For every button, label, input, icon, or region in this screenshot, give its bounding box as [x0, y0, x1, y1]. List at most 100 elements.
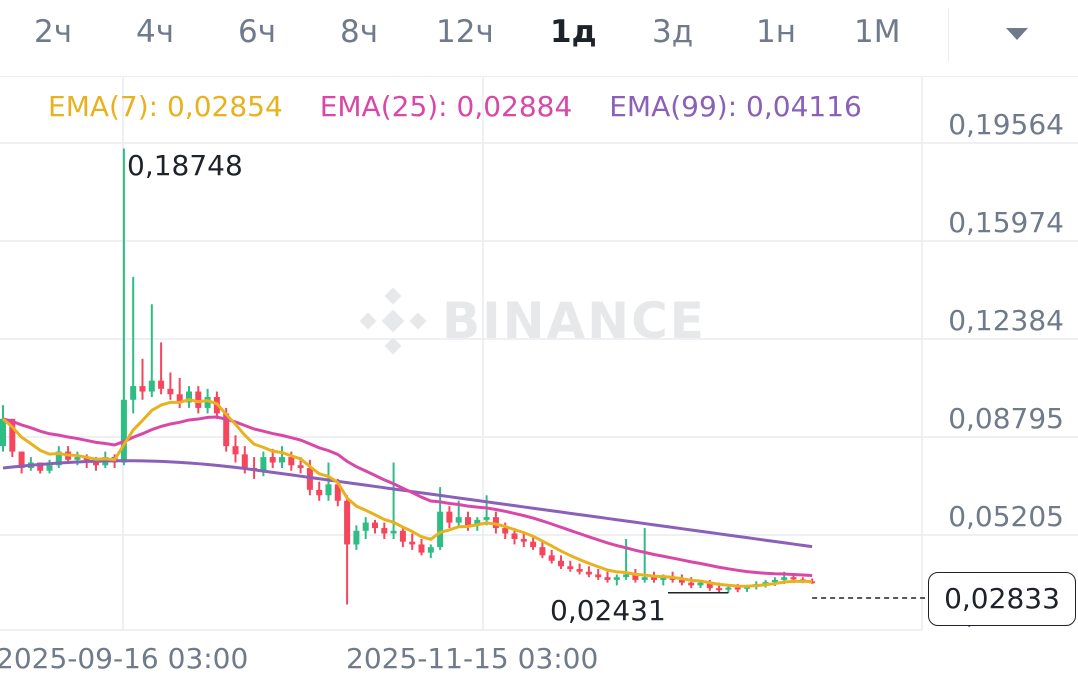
- candle-body: [595, 574, 602, 578]
- candle-body: [372, 522, 378, 529]
- candle-body: [46, 465, 53, 471]
- candle-body: [455, 517, 462, 523]
- candle-body: [744, 586, 750, 589]
- tab-4h[interactable]: 4ч: [136, 14, 175, 50]
- candle-body: [576, 569, 583, 572]
- candle-body: [465, 517, 471, 526]
- candle-body: [279, 457, 285, 463]
- ema25-line: [2, 415, 813, 578]
- last-price-badge[interactable]: 0,02833: [928, 572, 1076, 626]
- candle-body: [223, 413, 230, 447]
- candle-body: [660, 577, 667, 580]
- candle-body: [148, 380, 155, 392]
- candle-body: [706, 582, 713, 589]
- candle-body: [353, 530, 360, 545]
- candle-body: [427, 547, 434, 553]
- candle-body: [790, 577, 797, 580]
- candle-body: [269, 457, 276, 463]
- candle-body: [288, 457, 295, 466]
- y-tick-label: 0,08795: [948, 402, 1064, 435]
- candle-body: [325, 484, 332, 496]
- tab-12h[interactable]: 12ч: [436, 14, 494, 50]
- candle-body: [483, 517, 490, 520]
- candle-body: [334, 484, 341, 501]
- candle-body: [93, 462, 99, 466]
- candle-body: [548, 555, 555, 561]
- candle-body: [18, 451, 25, 468]
- candle-body: [632, 574, 639, 580]
- tab-2h[interactable]: 2ч: [34, 14, 73, 50]
- tab-6h[interactable]: 6ч: [238, 14, 277, 50]
- y-tick-label: 0,12384: [948, 304, 1064, 337]
- candle-body: [771, 579, 778, 583]
- candle-body: [390, 530, 397, 534]
- chart-grid: [0, 76, 1078, 631]
- candle-body: [511, 533, 518, 539]
- candle-body: [678, 579, 685, 583]
- tab-3d[interactable]: 3д: [652, 14, 694, 50]
- candle-body: [418, 544, 425, 553]
- candle-body: [651, 577, 657, 580]
- candle-body: [688, 582, 695, 586]
- candle-body: [613, 577, 620, 580]
- candle-body: [567, 566, 574, 570]
- candle-body: [641, 577, 648, 580]
- candle-body: [492, 517, 499, 529]
- y-tick-label: 0,19564: [948, 108, 1064, 141]
- candle-body: [74, 457, 81, 460]
- chevron-down-icon[interactable]: [1006, 28, 1028, 40]
- timeframe-toolbar: 2ч 4ч 6ч 8ч 12ч 1д 3д 1н 1М: [0, 0, 1078, 77]
- candle-body: [0, 418, 6, 447]
- candle-body: [734, 587, 741, 590]
- candle-body: [130, 386, 137, 400]
- ema7-line: [2, 398, 813, 588]
- x-tick-label: 2025-09-16 03:00: [0, 642, 249, 675]
- candle-body: [697, 582, 704, 586]
- candle-body: [520, 538, 527, 542]
- candle-body: [725, 587, 732, 590]
- binance-logo-icon: [359, 287, 427, 355]
- y-tick-label: 0,15974: [948, 206, 1064, 239]
- tab-1d[interactable]: 1д: [550, 14, 597, 50]
- candle-body: [120, 399, 127, 463]
- candle-body: [37, 462, 44, 471]
- candle-body: [530, 541, 537, 548]
- candle-body: [241, 454, 248, 468]
- candle-body: [297, 465, 304, 468]
- candle-body: [558, 560, 564, 567]
- ema25-label: EMA(25): 0,02884: [319, 90, 573, 123]
- tab-8h[interactable]: 8ч: [340, 14, 379, 50]
- candle-body: [167, 388, 174, 395]
- candle-body: [55, 451, 62, 466]
- ema7-label: EMA(7): 0,02854: [48, 90, 283, 123]
- candle-body: [437, 511, 444, 548]
- candle-body: [362, 522, 369, 531]
- candle-body: [316, 489, 323, 496]
- candle-body: [585, 571, 592, 575]
- candle-body: [762, 582, 769, 585]
- candle-body: [474, 519, 481, 526]
- ema99-line: [2, 459, 813, 549]
- candle-body: [399, 530, 406, 542]
- candle-body: [176, 394, 183, 403]
- tab-1w[interactable]: 1н: [756, 14, 796, 50]
- x-tick-label: 2025-11-15 03:00: [346, 642, 599, 675]
- candle-body: [195, 391, 202, 408]
- candle-body: [83, 457, 90, 463]
- low-price-label: 0,02431: [550, 594, 666, 627]
- candle-body: [781, 577, 788, 580]
- y-tick-label: 0,05205: [948, 500, 1064, 533]
- candle-body: [158, 380, 165, 389]
- candle-body: [604, 577, 611, 580]
- candle-body: [409, 541, 416, 545]
- candle-body: [186, 391, 192, 403]
- tab-1m[interactable]: 1М: [854, 14, 901, 50]
- candle-body: [9, 418, 16, 452]
- candle-body: [716, 588, 723, 591]
- binance-watermark: BINANCE: [358, 286, 706, 356]
- candle-body: [623, 574, 630, 578]
- candle-body: [204, 397, 211, 408]
- candle-body: [139, 386, 146, 392]
- candle-body: [539, 547, 546, 556]
